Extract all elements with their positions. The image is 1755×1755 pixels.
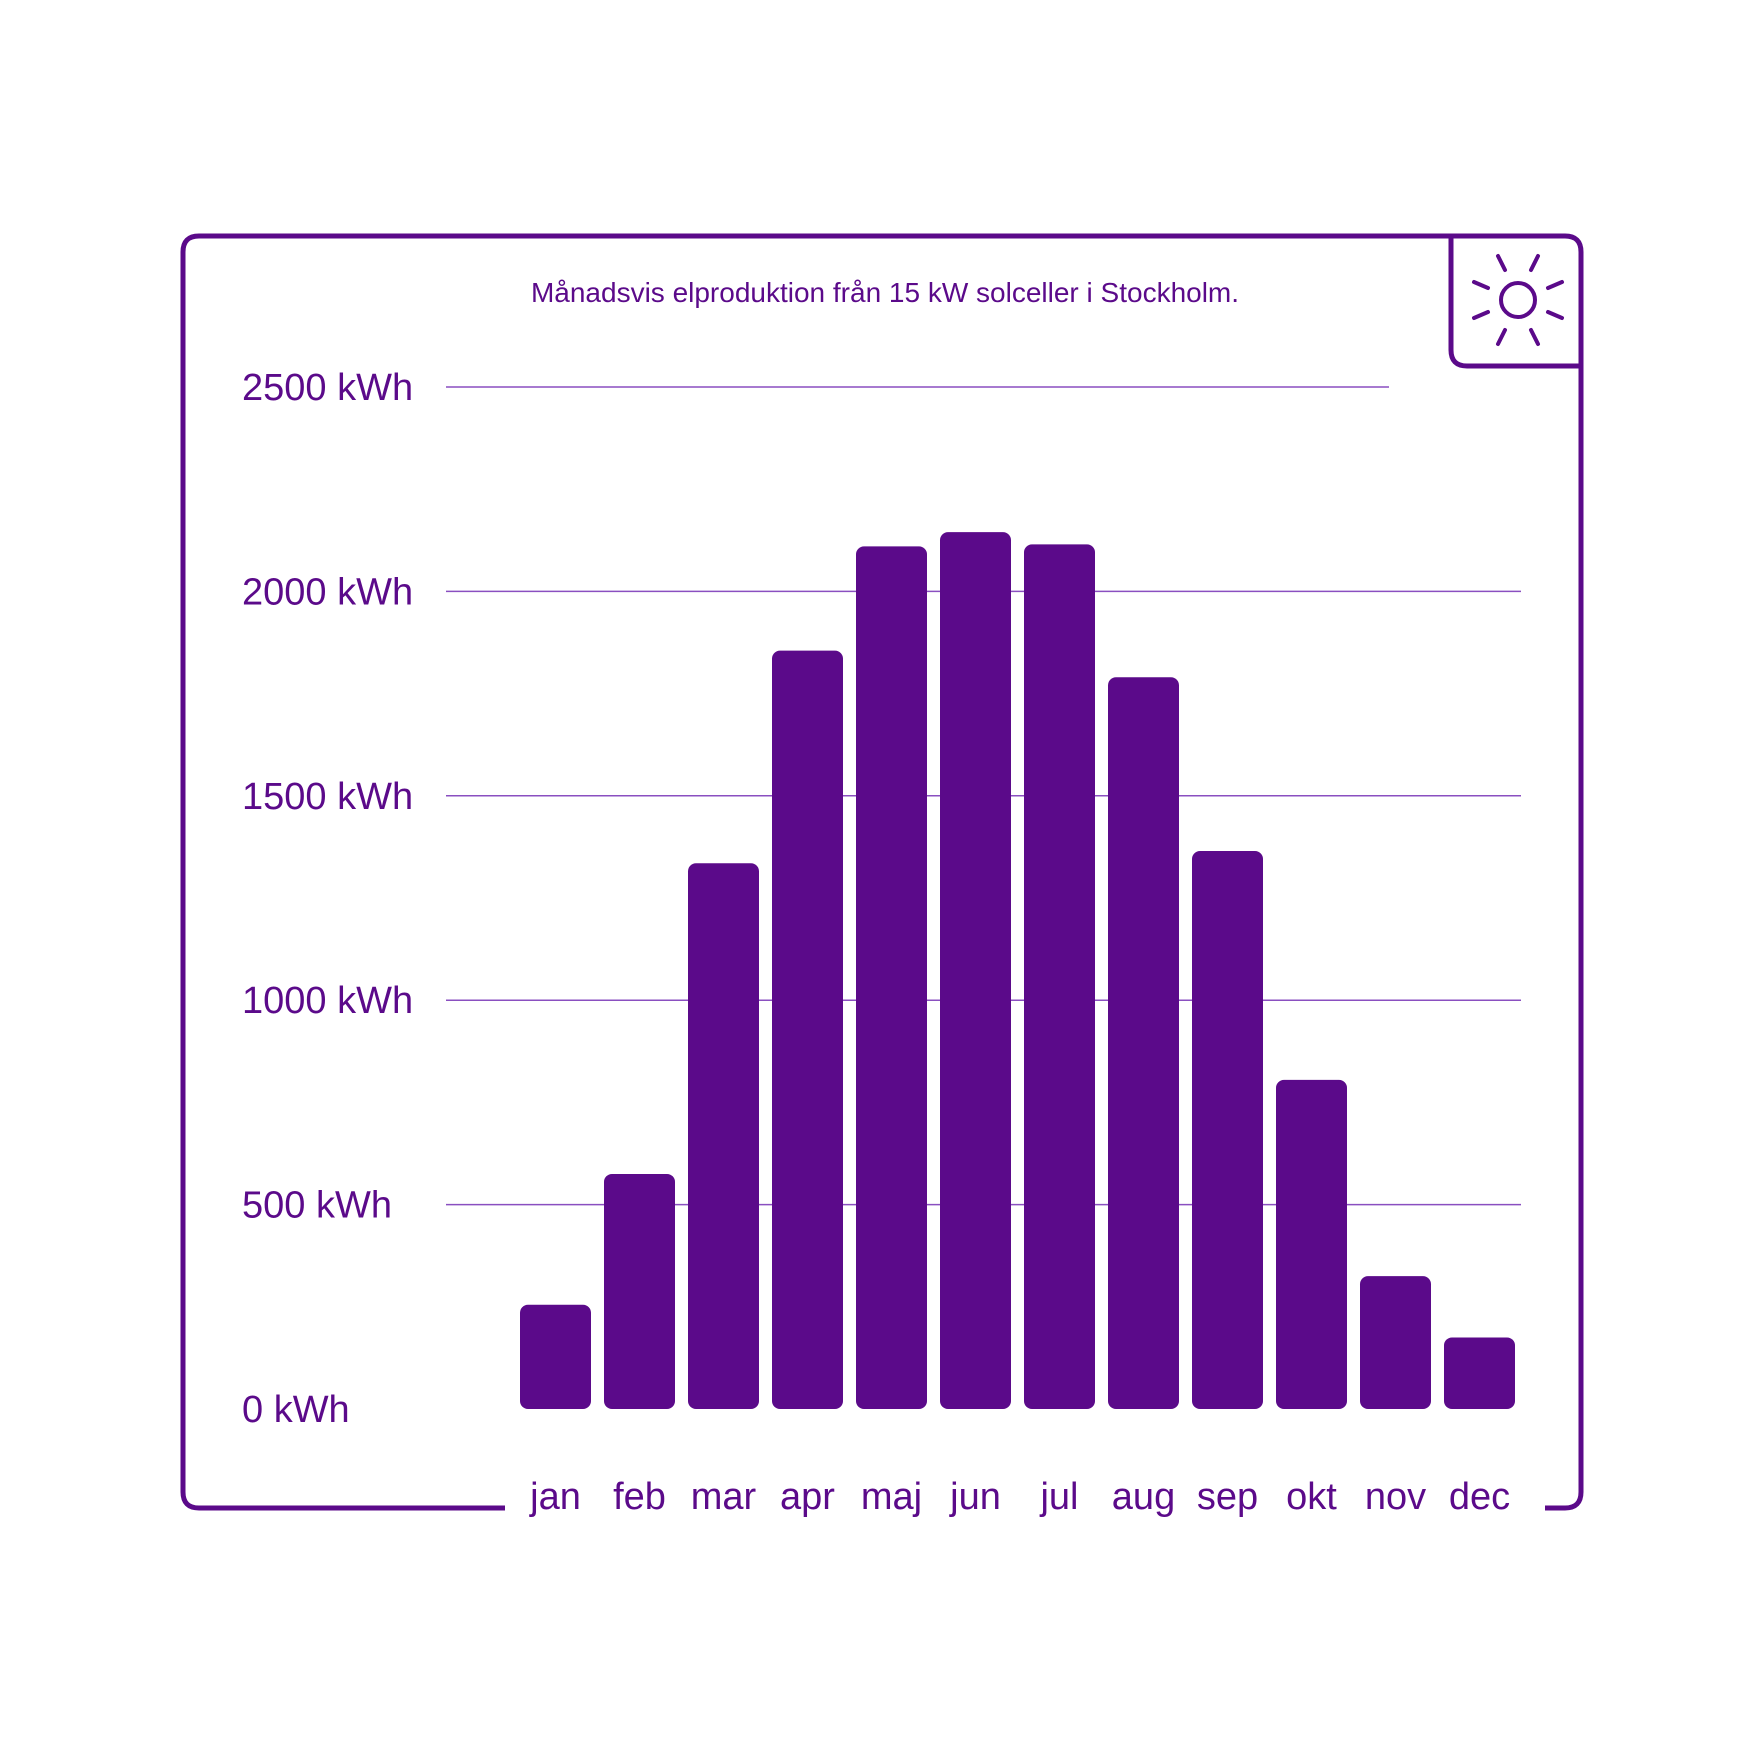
x-tick-label-sep: sep (1197, 1476, 1258, 1518)
x-tick-label-aug: aug (1112, 1476, 1175, 1518)
bar-nov (1360, 1276, 1431, 1409)
bar-maj (856, 546, 927, 1409)
sun-icon (1472, 254, 1564, 346)
y-tick-label: 500 kWh (242, 1185, 392, 1227)
chart-title: Månadsvis elproduktion från 15 kW solcel… (531, 277, 1239, 308)
x-tick-label-jun: jun (949, 1476, 1001, 1518)
y-tick-label: 1500 kWh (242, 776, 413, 818)
bar-sep (1192, 850, 1263, 1409)
bar-okt (1276, 1079, 1347, 1409)
bar-apr (772, 650, 843, 1409)
x-tick-label-apr: apr (780, 1476, 835, 1518)
x-tick-label-feb: feb (613, 1476, 666, 1518)
x-axis-labels: jan feb mar apr maj jun jul aug sep okt nov dec (529, 1476, 1510, 1518)
bar-mar (688, 863, 759, 1409)
x-tick-label-jul: jul (1039, 1476, 1078, 1518)
bar-feb (604, 1173, 675, 1409)
x-tick-label-dec: dec (1449, 1476, 1510, 1518)
y-tick-label: 2500 kWh (242, 367, 413, 409)
x-tick-label-nov: nov (1365, 1476, 1426, 1518)
x-tick-label-jan: jan (529, 1476, 581, 1518)
bar-aug (1108, 677, 1179, 1409)
chart-frame (180, 233, 1584, 1511)
y-tick-label: 2000 kWh (242, 571, 413, 613)
x-tick-label-maj: maj (861, 1476, 922, 1518)
bar-jul (1024, 544, 1095, 1409)
bar-dec (1444, 1337, 1515, 1409)
bar-jan (520, 1304, 591, 1409)
y-tick-label: 1000 kWh (242, 980, 413, 1022)
sun-badge-frame (1448, 238, 1581, 369)
bars (520, 532, 1515, 1409)
x-tick-label-mar: mar (691, 1476, 757, 1518)
bar-jun (940, 532, 1011, 1409)
y-axis-ticks: 0 kWh 500 kWh 1000 kWh 1500 kWh 2000 kWh 2500… (242, 367, 413, 1431)
y-tick-label: 0 kWh (242, 1389, 350, 1431)
sun-badge (1448, 238, 1581, 369)
x-tick-label-okt: okt (1286, 1476, 1337, 1518)
